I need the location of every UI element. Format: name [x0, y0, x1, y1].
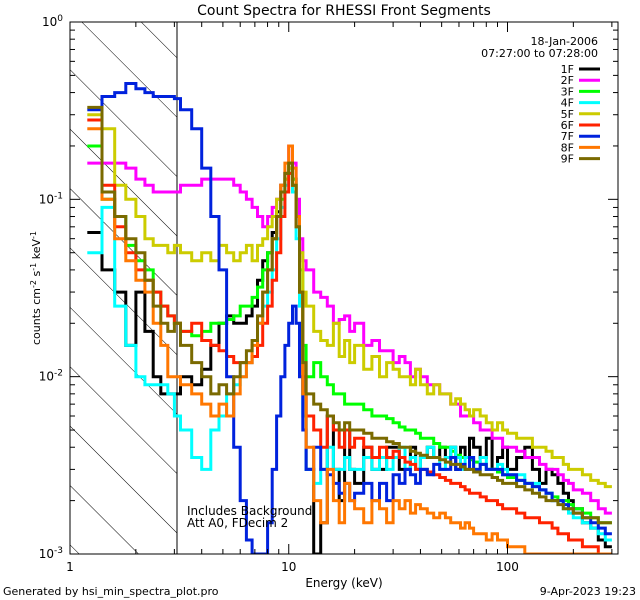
y-label-mid: s — [30, 270, 43, 279]
y-tick-label: 10-2 — [39, 369, 63, 384]
legend-label-7F: 7F — [561, 130, 574, 143]
excluded-energy-hatch — [70, 22, 177, 554]
annotation-background: Includes Background — [187, 504, 312, 518]
legend-label-2F: 2F — [561, 74, 574, 87]
x-tick-labels: 1 10 100 — [66, 560, 519, 574]
observation-time-range: 07:27:00 to 07:28:00 — [481, 47, 598, 60]
y-label-exp2: -1 — [29, 263, 38, 271]
y-tick-label: 10-1 — [39, 191, 63, 206]
series-layer — [87, 82, 612, 554]
legend-label-3F: 3F — [561, 85, 574, 98]
x-tick-label: 100 — [496, 560, 519, 574]
legend-label-4F: 4F — [561, 97, 574, 110]
y-label-base: counts cm — [30, 288, 43, 345]
axis-ticks — [69, 21, 618, 555]
y-label-exp3: -1 — [29, 231, 38, 239]
plot-frame — [69, 21, 619, 555]
series-line-8F — [87, 127, 612, 554]
series-line-7F — [87, 82, 612, 554]
series-line-5F — [87, 113, 612, 489]
x-tick-label: 1 — [66, 560, 74, 574]
legend-label-8F: 8F — [561, 141, 574, 154]
annotation-attenuator: Att A0, FDecim 2 — [187, 516, 288, 530]
y-tick-label: 10-3 — [39, 546, 63, 561]
y-tick-labels: 100 10-1 10-2 10-3 — [39, 14, 64, 561]
chart-title: Count Spectra for RHESSI Front Segments — [197, 3, 491, 19]
y-tick-label: 100 — [42, 14, 63, 29]
y-label-end: keV — [30, 239, 43, 263]
x-axis-label: Energy (keV) — [305, 576, 382, 590]
legend-label-1F: 1F — [561, 63, 574, 76]
y-label-exp1: -2 — [29, 280, 38, 288]
generator-credit: Generated by hsi_min_spectra_plot.pro — [3, 585, 219, 598]
observation-date: 18-Jan-2006 — [531, 35, 599, 48]
legend-label-9F: 9F — [561, 153, 574, 166]
series-line-2F — [87, 144, 612, 515]
legend-label-6F: 6F — [561, 119, 574, 132]
series-line-9F — [87, 105, 612, 525]
y-axis-label: counts cm-2 s-1 keV-1 — [29, 231, 43, 345]
generation-timestamp: 9-Apr-2023 19:23 — [540, 585, 636, 598]
x-tick-label: 10 — [281, 560, 296, 574]
legend-label-5F: 5F — [561, 108, 574, 121]
